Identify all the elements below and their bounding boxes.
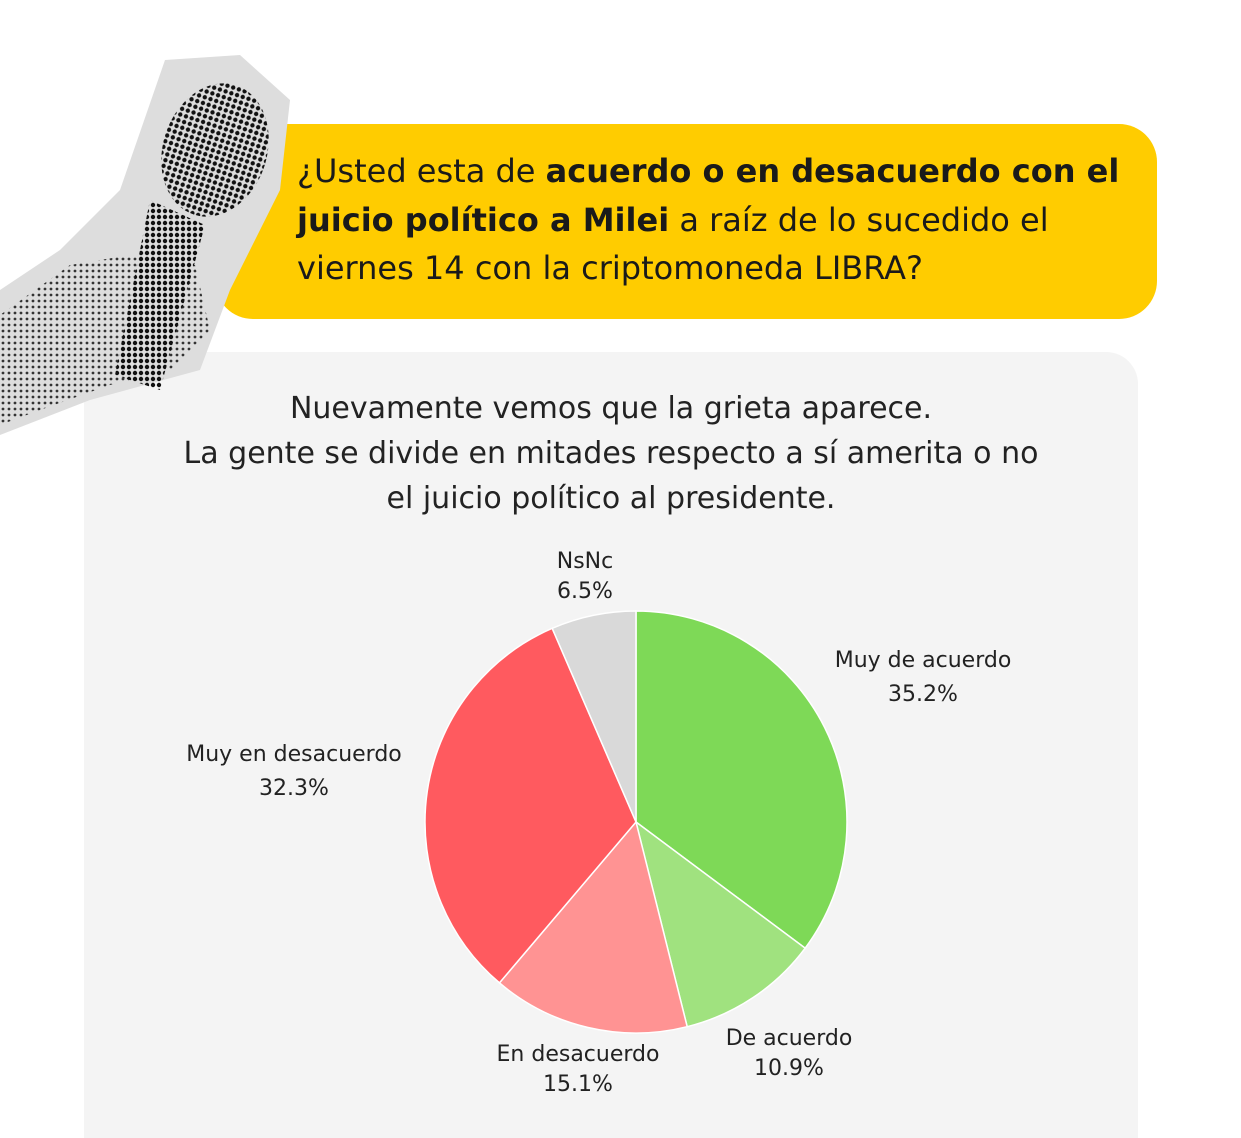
slice-value: 32.3% <box>259 776 329 801</box>
pie-slice-en-desacuerdo <box>498 820 689 1034</box>
slice-category: Muy en desacuerdo <box>186 742 402 767</box>
microphone-icon <box>0 55 290 435</box>
slice-label-muy-de-acuerdo: Muy de acuerdo 35.2% <box>835 646 1012 710</box>
pie-slice-de-acuerdo <box>634 820 807 1028</box>
pie-slice-nsnc <box>551 610 637 823</box>
slice-category: NsNc <box>556 549 614 574</box>
subtitle-line: La gente se divide en mitades respecto a… <box>183 436 1039 471</box>
pie-slice-muy-en-desacuerdo <box>424 627 637 984</box>
subtitle-line: Nuevamente vemos que la grieta aparece. <box>289 391 933 426</box>
slice-category: De acuerdo <box>725 1026 853 1051</box>
slice-category: En desacuerdo <box>496 1042 660 1067</box>
slice-value: 10.9% <box>754 1056 824 1081</box>
question-bubble <box>215 124 1157 319</box>
survey-question: ¿Usted esta de acuerdo o en desacuerdo c… <box>297 147 1137 293</box>
slice-label-nsnc: NsNc 6.5% <box>557 547 613 607</box>
question-segment: ¿Usted esta de <box>297 152 546 190</box>
slice-label-de-acuerdo: De acuerdo 10.9% <box>726 1024 853 1084</box>
slice-label-muy-en-desacuerdo: Muy en desacuerdo 32.3% <box>186 740 402 804</box>
slice-value: 35.2% <box>888 682 958 707</box>
question-segment: a raíz de lo sucedido el viernes 14 con … <box>297 200 1049 288</box>
chart-subtitle: Nuevamente vemos que la grieta aparece. … <box>84 386 1138 521</box>
subtitle-line: el juicio político al presidente. <box>386 481 836 516</box>
slice-value: 6.5% <box>557 579 613 604</box>
question-emphasis: acuerdo o en desacuerdo con el juicio po… <box>297 152 1120 239</box>
slice-category: Muy de acuerdo <box>834 648 1012 673</box>
slice-value: 15.1% <box>543 1072 613 1097</box>
slice-label-en-desacuerdo: En desacuerdo 15.1% <box>497 1040 660 1100</box>
pie-slice-muy-de-acuerdo <box>635 610 848 950</box>
